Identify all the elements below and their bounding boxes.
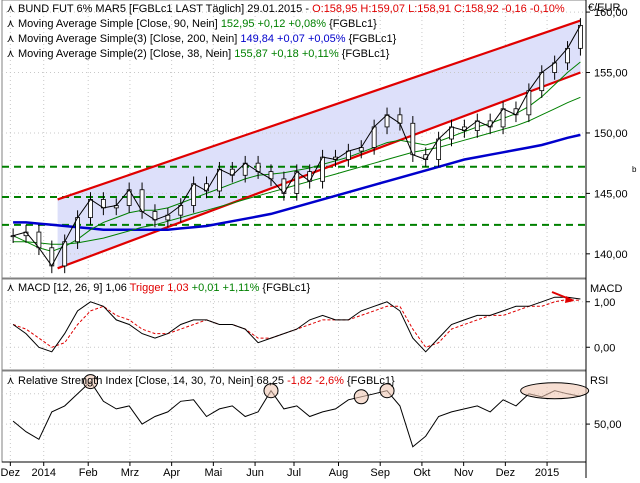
macd-tick-label: 1,00 (594, 297, 615, 309)
x-tick-label: Sep (370, 467, 390, 479)
x-tick-label: Mai (204, 467, 222, 479)
legend-ma200-value: 149,84 +0,07 +0,05% (240, 33, 346, 45)
instrument-title: BUND FUT 6% MAR5 [FGBLc1 LAST Täglich] 2… (18, 3, 310, 15)
legend-ma38-value: 155,87 +0,18 +0,11% (234, 48, 339, 60)
channel-lower-line (57, 71, 581, 270)
trend-channel-fill (57, 20, 581, 269)
x-tick-label: Jun (246, 467, 264, 479)
macd-panel-frame (1, 278, 587, 371)
x-tick-label: Nov (454, 467, 474, 479)
chevron-icon[interactable]: ⋏ (6, 375, 15, 387)
macd-legend-name: MACD [12, 26, 9] 1,06 (18, 282, 127, 294)
legend-ma38-name: Moving Average Simple(2) [Close, 38, Nei… (18, 48, 232, 60)
x-tick-label: Jul (287, 467, 301, 479)
x-tick-label: Aug (329, 467, 349, 479)
arrow-head-icon (565, 296, 574, 303)
price-candle (410, 122, 416, 156)
x-tick-label: 2015 (535, 467, 559, 479)
legend-ma38-tag: {FGBLc1} (341, 48, 390, 60)
legend-ma200-tag: {FGBLc1} (348, 33, 397, 45)
macd-tick-label: 0,00 (594, 342, 615, 354)
macd-legend-tag: {FGBLc1} (262, 282, 311, 294)
price-tick-label: 150,00 (594, 128, 628, 140)
channel-upper-line (57, 19, 581, 201)
legend-ma38[interactable]: ⋏ Moving Average Simple(2) [Close, 38, Ne… (6, 47, 389, 61)
legend-ma90-value: 152,95 +0,12 +0,08% (220, 18, 327, 30)
x-tick-label: Feb (79, 467, 98, 479)
close-values: C:158,92 -0,16 -0,10% (453, 3, 565, 15)
macd-axis-title: MACD (590, 283, 622, 295)
x-tick-label: Dez (1, 467, 21, 479)
currency-label: €/EUR (588, 2, 620, 14)
price-tick-label: 140,00 (594, 249, 628, 261)
rsi-peak-marker (353, 389, 369, 405)
rsi-tick-label: 50,00 (594, 419, 622, 431)
price-candle (578, 24, 583, 49)
rsi-peak-marker (82, 374, 98, 390)
price-tick-label: 155,00 (594, 68, 628, 80)
macd-legend[interactable]: ⋏ MACD [12, 26, 9] 1,06 Trigger 1,03 +0,0… (6, 281, 310, 295)
x-tick-label: Dez (496, 467, 516, 479)
rsi-line (12, 380, 581, 448)
price-tick-label: 145,00 (594, 188, 628, 200)
rsi-legend-change: -1,82 -2,6% (287, 375, 344, 387)
rsi-legend-name: Relative Strength Index [Close, 14, 30, … (18, 375, 284, 387)
legend-ma90[interactable]: ⋏ Moving Average Simple [Close, 90, Nein]… (6, 17, 377, 31)
macd-legend-change: +0,01 +1,11% (191, 282, 260, 294)
rsi-peak-marker (263, 383, 279, 399)
x-tick-label: Mrz (121, 467, 139, 479)
corner-mark: b (632, 165, 637, 174)
price-tick-label: 160,00 (594, 7, 628, 19)
chevron-icon[interactable]: ⋏ (6, 282, 15, 294)
chevron-icon[interactable]: ⋏ (6, 3, 15, 15)
rsi-legend-tag: {FGBLc1} (347, 375, 395, 387)
chevron-icon[interactable]: ⋏ (6, 48, 15, 60)
rsi-legend[interactable]: ⋏ Relative Strength Index [Close, 14, 30,… (6, 374, 395, 388)
chevron-icon[interactable]: ⋏ (6, 18, 15, 30)
macd-line (12, 296, 581, 353)
price-line (12, 25, 581, 267)
x-tick-label: Okt (413, 467, 430, 479)
rsi-axis-title: RSI (590, 375, 608, 387)
legend-ma90-tag: {FGBLc1} (329, 18, 377, 30)
legend-ma200[interactable]: ⋏ Moving Average Simple(3) [Close, 200, N… (6, 32, 396, 46)
price-candle (10, 235, 16, 238)
rsi-peak-marker (379, 383, 395, 399)
chevron-icon[interactable]: ⋏ (6, 33, 15, 45)
legend-ma200-name: Moving Average Simple(3) [Close, 200, Ne… (18, 33, 238, 45)
legend-ma90-name: Moving Average Simple [Close, 90, Nein] (18, 18, 218, 30)
macd-legend-trigger: Trigger 1,03 (129, 282, 189, 294)
rsi-peak-marker (520, 382, 590, 400)
x-tick-label: 2014 (31, 467, 55, 479)
price-header: ⋏ BUND FUT 6% MAR5 [FGBLc1 LAST Täglich] … (6, 2, 565, 16)
ohl-values: O:158,95 H:159,07 L:158,91 (312, 3, 451, 15)
x-tick-label: Apr (163, 467, 180, 479)
ma200-line (13, 133, 581, 231)
